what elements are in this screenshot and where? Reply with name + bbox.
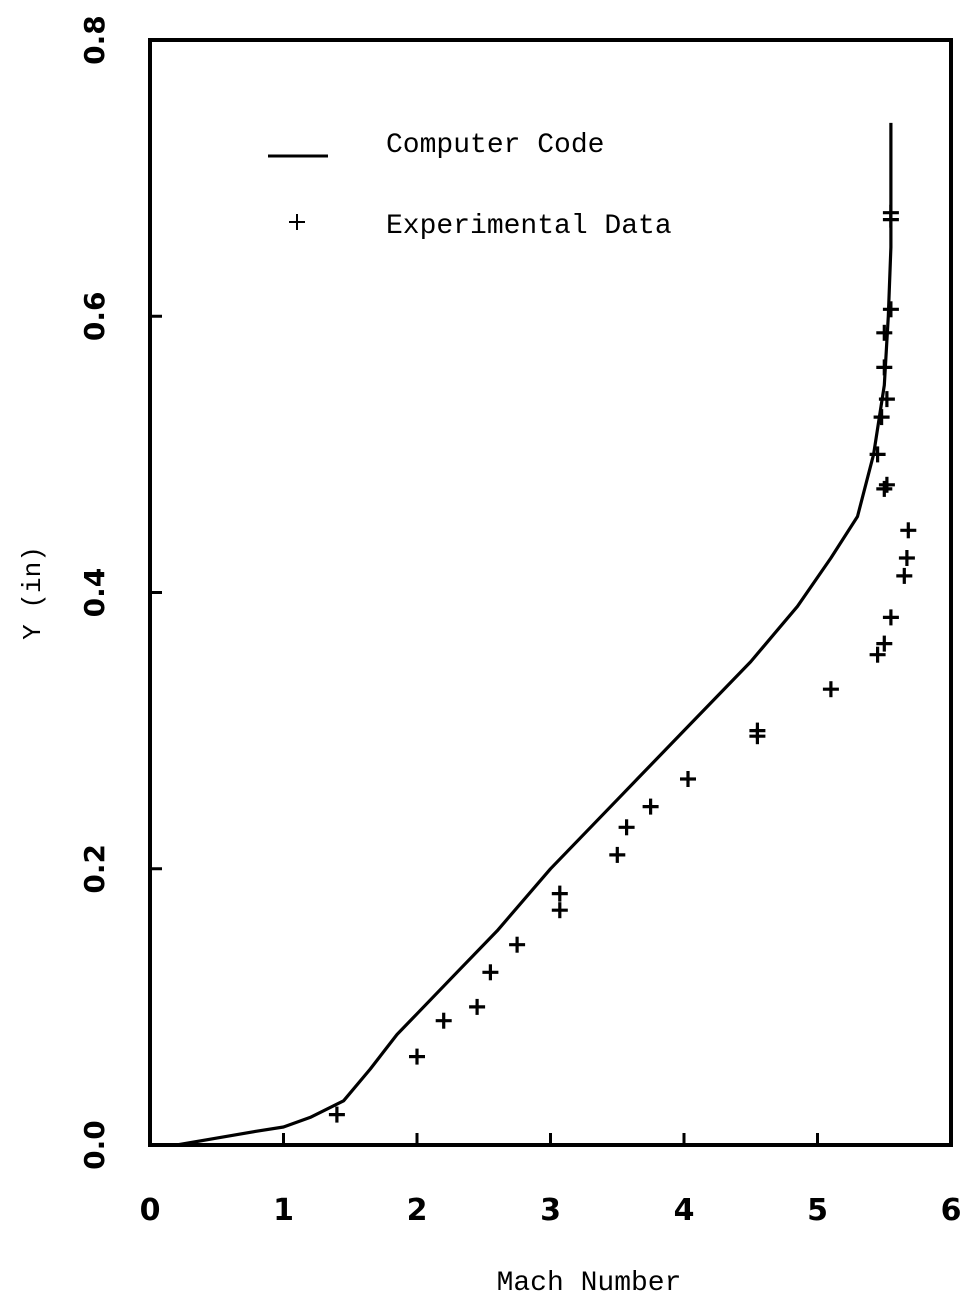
data-point-marker [409,1048,425,1065]
data-point-marker [898,550,915,566]
x-tick-label: 5 [807,1193,828,1228]
x-tick-label: 0 [140,1193,161,1228]
x-tick-labels: 0 1 2 3 4 5 6 [140,1193,961,1228]
data-point-marker [509,936,526,953]
legend: Computer Code Experimental Data [268,130,672,242]
data-point-marker [876,324,893,341]
y-tick-label: 0.6 [78,291,111,341]
data-point-marker [551,885,568,902]
data-point-marker [882,204,899,221]
x-tick-label: 4 [674,1193,695,1228]
legend-label-experimental-data: Experimental Data [386,211,672,242]
data-point-marker [896,567,913,584]
data-point-marker [435,1012,452,1029]
y-axis-label: Y (in) [18,546,48,640]
data-point-marker [749,722,766,739]
data-point-marker [876,359,893,376]
data-point-marker [642,798,659,815]
data-point-marker [482,964,499,981]
series-line-computer-code [176,122,893,1147]
data-point-marker [878,476,895,493]
plot-frame [148,38,953,1147]
data-point-marker [876,635,893,652]
data-point-marker [822,681,839,698]
data-point-marker [878,391,895,408]
axis-ticks [148,38,953,1147]
data-point-marker [869,446,886,463]
data-point-marker [873,409,890,426]
data-point-marker [900,522,917,539]
legend-marker-symbol [289,214,305,230]
y-tick-labels: 0.0 0.2 0.4 0.6 0.8 [78,15,111,1170]
x-tick-label: 3 [540,1193,561,1228]
x-axis-label: Mach Number [497,1268,682,1299]
data-point-marker [551,902,568,919]
data-point-marker [869,646,886,663]
data-point-marker [882,301,899,318]
x-tick-label: 6 [941,1193,961,1228]
x-tick-label: 2 [407,1193,428,1228]
data-point-marker [680,771,696,787]
data-point-marker [609,846,626,863]
y-tick-label: 0.4 [78,568,111,618]
series-lines [176,122,893,1147]
data-point-marker [882,609,899,626]
y-tick-label: 0.2 [78,844,111,894]
y-tick-label: 0.0 [78,1120,111,1170]
y-tick-label: 0.8 [78,15,111,65]
data-point-marker [328,1106,345,1123]
series-markers [328,204,917,1123]
data-point-marker [618,819,635,836]
x-tick-label: 1 [273,1193,294,1228]
data-point-marker [469,998,486,1015]
legend-label-computer-code: Computer Code [386,130,604,161]
